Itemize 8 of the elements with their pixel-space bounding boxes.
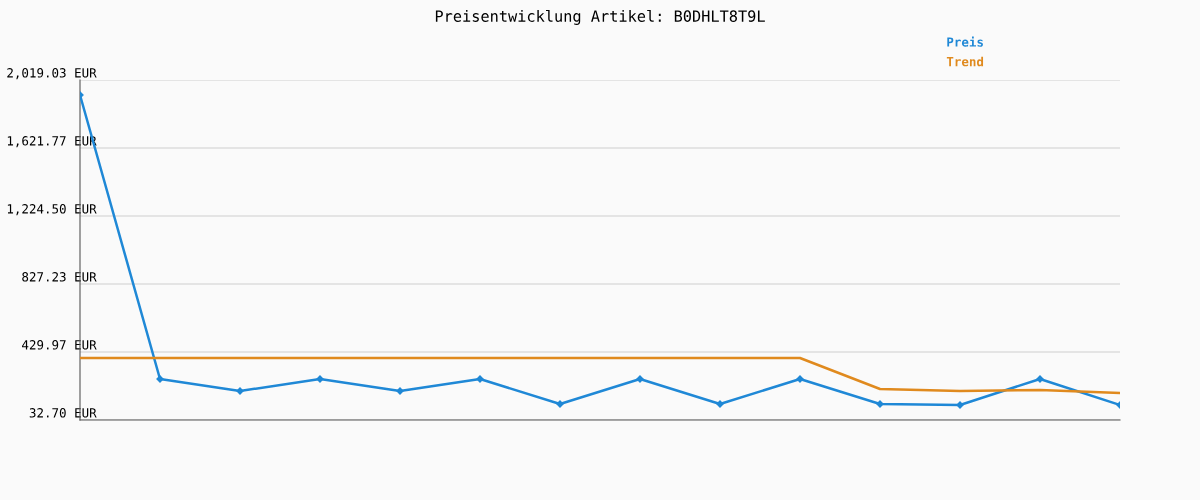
y-tick-label: 32.70 EUR	[29, 408, 97, 418]
y-tick-label: 1,224.50 EUR	[7, 204, 97, 216]
text: Trend	[946, 56, 984, 67]
y-tick-label: 2,019.03 EUR	[7, 68, 97, 80]
text: Preis	[947, 36, 983, 47]
chart-title: Preisentwicklung Artikel: B0DHLT8T9L	[435, 9, 765, 25]
y-tick-label: 827.23 EUR	[22, 272, 97, 282]
y-tick-label: 429.97 EUR	[22, 340, 97, 350]
